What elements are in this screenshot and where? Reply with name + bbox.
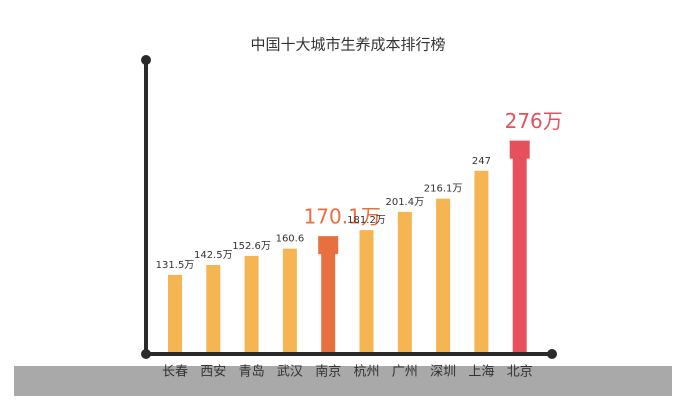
value-label: 142.5万 (194, 250, 233, 261)
bottom-band (14, 366, 672, 396)
bar (436, 198, 451, 352)
chart-title: 中国十大城市生养成本排行榜 (250, 36, 445, 54)
x-tick-label: 南京 (315, 364, 341, 380)
x-tick-label: 深圳 (430, 365, 456, 380)
bar (168, 274, 182, 352)
x-tick-label: 长春 (162, 365, 188, 380)
bar (359, 230, 374, 352)
value-label: 131.5万 (156, 260, 195, 271)
bar (512, 144, 527, 352)
bar (282, 248, 297, 352)
bar (474, 170, 489, 352)
bar (397, 211, 412, 352)
x-tick-label: 广州 (392, 365, 418, 380)
x-tick-label: 武汉 (277, 365, 303, 380)
value-label: 170.1万 (304, 205, 381, 229)
bar (206, 264, 221, 352)
x-tick-label: 杭州 (353, 365, 379, 380)
axis-end (547, 349, 557, 359)
axis-end (141, 55, 151, 65)
value-label: 201.4万 (385, 197, 424, 208)
axis-end (141, 349, 151, 359)
value-label: 247 (472, 156, 491, 167)
value-label: 181.2万 (347, 215, 386, 226)
bar-cap (318, 236, 339, 255)
x-tick-label: 青岛 (239, 364, 265, 380)
value-label: 160.6 (276, 234, 305, 245)
x-tick-label: 北京 (507, 365, 533, 380)
bar-cap (509, 140, 530, 159)
x-tick-label: 上海 (468, 365, 494, 380)
value-label: 152.6万 (232, 241, 271, 252)
bar (321, 240, 336, 352)
value-label: 216.1万 (424, 184, 463, 195)
x-tick-label: 西安 (200, 365, 226, 380)
value-label: 276万 (505, 109, 563, 133)
bar (244, 255, 259, 352)
